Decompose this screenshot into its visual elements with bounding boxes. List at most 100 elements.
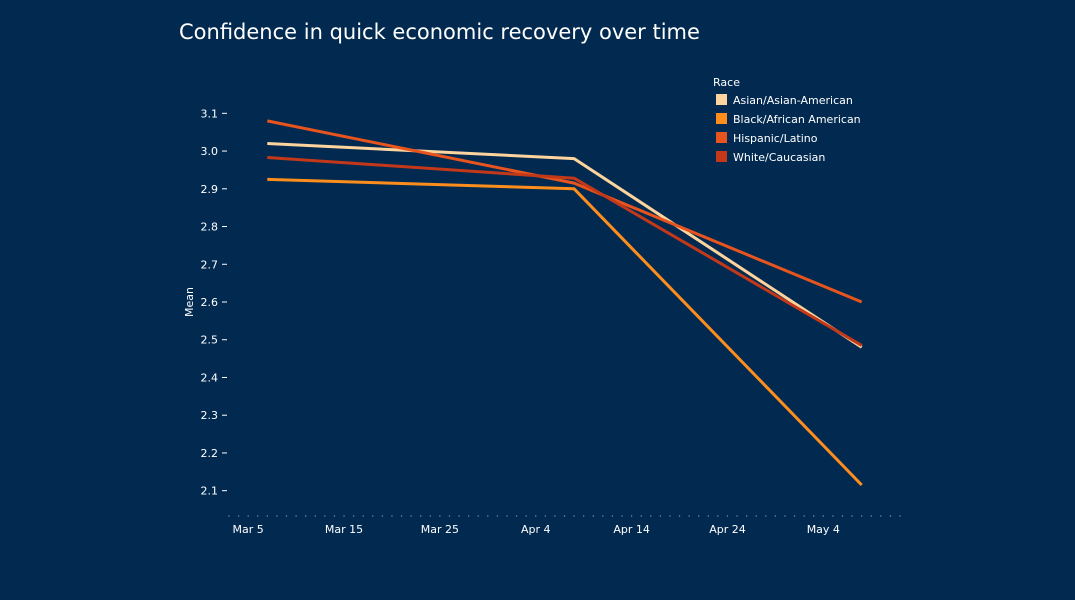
x-minor-tick: [640, 515, 642, 517]
y-tick-label: 2.8: [201, 221, 219, 234]
x-minor-tick: [429, 515, 431, 517]
x-minor-tick: [832, 515, 834, 517]
x-minor-tick: [669, 515, 671, 517]
x-minor-tick: [506, 515, 508, 517]
x-minor-tick: [410, 515, 412, 517]
x-minor-tick: [257, 515, 259, 517]
x-minor-tick: [544, 515, 547, 517]
x-minor-tick: [237, 515, 240, 517]
x-minor-tick: [717, 515, 719, 517]
y-axis: 2.1 2.2 2.3 2.4 2.5 2.6 2.7 2.8 2.9 3.0 3.1: [201, 107, 227, 498]
x-minor-tick: [276, 515, 278, 517]
x-minor-tick: [602, 515, 604, 517]
x-minor-tick: [784, 515, 786, 517]
x-minor-tick: [304, 515, 307, 517]
x-tick-label: Mar 15: [325, 523, 363, 536]
x-minor-tick: [477, 515, 479, 517]
x-minor-tick: [688, 515, 690, 517]
legend-title: Race: [713, 76, 740, 89]
legend-swatch: [716, 151, 727, 162]
x-minor-tick: [793, 515, 796, 517]
x-minor-tick: [448, 515, 451, 517]
x-tick-label: Mar 25: [421, 523, 459, 536]
x-tick-label: Apr 4: [521, 523, 551, 536]
x-minor-tick: [458, 515, 460, 517]
x-minor-tick: [880, 515, 882, 517]
x-minor-tick: [899, 515, 901, 517]
x-minor-tick: [774, 515, 777, 517]
x-minor-tick: [391, 515, 393, 517]
x-minor-tick: [333, 515, 336, 517]
x-minor-tick: [678, 515, 681, 517]
x-minor-tick: [659, 515, 662, 517]
x-minor-tick: [285, 515, 288, 517]
legend-label: Hispanic/Latino: [733, 132, 818, 145]
y-tick-label: 2.3: [201, 409, 219, 422]
y-tick-label: 2.7: [201, 258, 219, 271]
x-minor-tick: [745, 515, 748, 517]
y-tick-label: 2.9: [201, 183, 219, 196]
legend-label: Asian/Asian-American: [733, 94, 853, 107]
x-minor-tick: [889, 515, 892, 517]
x-minor-tick: [295, 515, 297, 517]
x-axis: Mar 5 Mar 15 Mar 25 Apr 4 Apr 14 Apr 24 May 4: [228, 515, 901, 536]
legend-label: Black/African American: [733, 113, 861, 126]
x-tick-label: Apr 24: [709, 523, 746, 536]
x-minor-tick: [554, 515, 556, 517]
legend-swatch: [716, 113, 727, 124]
x-minor-tick: [650, 515, 652, 517]
x-minor-tick: [736, 515, 738, 517]
x-minor-tick: [592, 515, 594, 517]
legend-swatch: [716, 94, 727, 105]
x-minor-tick: [582, 515, 585, 517]
x-minor-tick: [496, 515, 499, 517]
x-minor-tick: [352, 515, 355, 517]
x-minor-tick: [698, 515, 700, 517]
x-minor-tick: [467, 515, 470, 517]
x-minor-tick: [851, 515, 853, 517]
legend: Race Asian/Asian-American Black/African A…: [713, 76, 861, 164]
y-tick-label: 3.0: [201, 145, 219, 158]
x-minor-tick: [362, 515, 364, 517]
x-tick-label: Apr 14: [613, 523, 650, 536]
x-minor-tick: [573, 515, 575, 517]
y-axis-label: Mean: [183, 287, 196, 317]
x-minor-tick: [813, 515, 815, 517]
x-minor-tick: [611, 515, 614, 517]
x-tick-label: Mar 5: [233, 523, 264, 536]
x-tick-label: May 4: [807, 523, 840, 536]
x-minor-tick: [314, 515, 316, 517]
series-line-3: [267, 119, 863, 304]
x-minor-tick: [487, 515, 489, 517]
x-minor-tick: [803, 515, 805, 517]
x-minor-tick: [515, 515, 518, 517]
x-minor-tick: [870, 515, 872, 517]
legend-swatch: [716, 132, 727, 143]
x-minor-tick: [707, 515, 709, 517]
chart-title: Confidence in quick economic recovery ov…: [179, 20, 700, 44]
y-tick-label: 2.5: [201, 334, 219, 347]
x-minor-tick: [381, 515, 384, 517]
y-tick-label: 2.6: [201, 296, 219, 309]
x-minor-tick: [726, 515, 729, 517]
x-minor-tick: [841, 515, 844, 517]
x-minor-tick: [439, 515, 441, 517]
x-minor-tick: [822, 515, 825, 517]
x-minor-tick: [563, 515, 566, 517]
series-line-4: [267, 156, 863, 347]
series-line-1: [267, 142, 863, 349]
x-minor-tick: [621, 515, 623, 517]
x-minor-tick: [266, 515, 269, 517]
x-minor-tick: [372, 515, 374, 517]
x-minor-tick: [860, 515, 863, 517]
x-minor-tick: [324, 515, 326, 517]
y-tick-label: 3.1: [201, 107, 219, 120]
x-minor-tick: [765, 515, 767, 517]
series-lines: [267, 119, 863, 487]
x-minor-tick: [420, 515, 422, 517]
y-tick-label: 2.1: [201, 485, 219, 498]
y-tick-label: 2.4: [201, 371, 219, 384]
legend-label: White/Caucasian: [733, 151, 825, 164]
